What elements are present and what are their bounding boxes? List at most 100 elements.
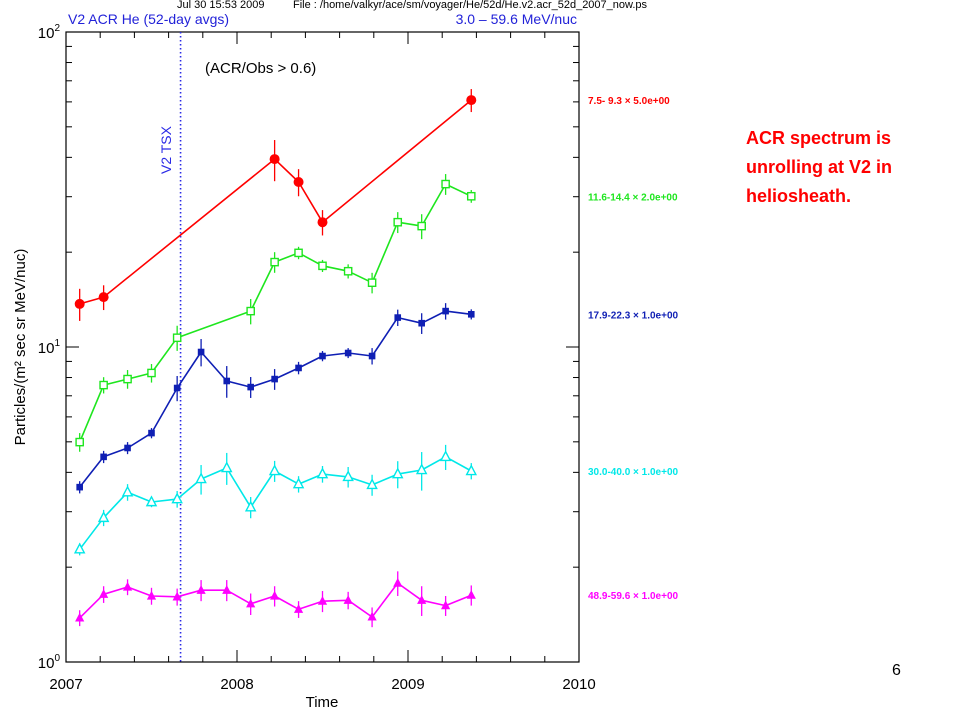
x-tick-label: 2009 — [391, 676, 424, 693]
data-point — [123, 374, 132, 384]
data-point — [196, 585, 206, 594]
chart-annotation: (ACR/Obs > 0.6) — [205, 60, 316, 77]
data-point — [319, 352, 326, 360]
plot-frame — [65, 31, 580, 663]
data-point — [366, 478, 378, 490]
legend-entry: 17.9-22.3 × 1.0e+00 — [588, 310, 679, 321]
y-axis-label: Particles/(m² sec sr MeV/nuc) — [12, 249, 29, 446]
data-point — [466, 589, 476, 599]
y-tick-base: 10 — [38, 340, 55, 357]
y-tick-base: 10 — [38, 655, 55, 672]
y-tick-exponent: 0 — [54, 653, 60, 664]
data-point — [418, 319, 425, 327]
vline-label: V2 TSX — [158, 125, 174, 174]
data-point — [317, 217, 328, 228]
data-point — [75, 437, 84, 447]
data-point — [343, 266, 353, 276]
data-point — [417, 595, 427, 604]
data-point — [73, 542, 86, 554]
data-point — [223, 377, 231, 385]
series-line — [79, 310, 472, 488]
data-point — [343, 595, 353, 604]
data-point — [294, 248, 303, 258]
y-tick-label: 102 — [38, 23, 61, 42]
x-tick-label: 2008 — [220, 676, 253, 693]
data-point — [442, 307, 449, 315]
data-point — [394, 314, 402, 321]
data-point — [268, 464, 281, 476]
data-point — [171, 492, 183, 504]
y-tick-exponent: 1 — [54, 338, 60, 349]
annotation-line: heliosheath. — [746, 186, 852, 206]
data-point — [393, 217, 403, 227]
series-line — [78, 183, 472, 443]
data-point — [220, 461, 233, 473]
data-point — [466, 191, 476, 201]
data-point — [99, 380, 108, 390]
data-point — [222, 585, 232, 594]
legend-entry: 11.6-14.4 × 2.0e+00 — [588, 192, 678, 203]
annotation-line: ACR spectrum is — [746, 128, 892, 148]
data-point — [269, 154, 280, 165]
data-point — [146, 590, 157, 600]
legend: 7.5- 9.3 × 5.0e+00 11.6-14.4 × 2.0e+00 17.… — [588, 96, 679, 602]
series-line — [79, 582, 472, 619]
data-point — [317, 595, 328, 605]
data-point — [98, 292, 109, 303]
data-point — [195, 472, 207, 484]
data-point — [121, 485, 134, 497]
data-point — [75, 612, 85, 622]
data-point — [172, 591, 182, 601]
data-point — [97, 511, 110, 523]
legend-entry: 48.9-59.6 × 1.0e+00 — [588, 591, 679, 602]
data-point — [145, 495, 158, 507]
chart-subtitle: 3.0 – 59.6 MeV/nuc — [456, 11, 577, 27]
y-tick-base: 10 — [38, 25, 55, 42]
y-tick-exponent: 2 — [54, 23, 60, 34]
x-axis-label: Time — [306, 694, 339, 711]
page-number: 6 — [892, 662, 901, 679]
series-layer — [73, 89, 478, 628]
data-point — [293, 604, 304, 613]
data-point — [244, 500, 257, 512]
data-point — [172, 333, 182, 343]
x-tick-label: 2007 — [49, 676, 82, 693]
y-tick-label: 101 — [38, 338, 61, 357]
x-tick-label: 2010 — [562, 676, 595, 693]
data-point — [270, 257, 279, 267]
data-point — [292, 477, 305, 489]
data-point — [393, 577, 403, 587]
data-series — [75, 571, 476, 628]
data-point — [124, 444, 131, 452]
data-point — [318, 261, 327, 271]
header-timestamp: Jul 30 15:53 2009 — [177, 0, 264, 11]
data-point — [441, 179, 450, 189]
data-point — [246, 598, 256, 608]
data-point — [441, 600, 451, 610]
data-point — [367, 611, 377, 621]
data-point — [197, 348, 205, 356]
data-point — [246, 306, 255, 316]
series-line — [79, 99, 472, 305]
data-point — [147, 368, 156, 378]
data-point — [417, 221, 426, 231]
y-tick-label: 100 — [38, 653, 61, 672]
data-point — [148, 429, 155, 437]
chart-title: V2 ACR He (52-day avgs) — [68, 11, 229, 27]
data-series — [73, 444, 478, 556]
data-point — [391, 467, 404, 479]
data-point — [122, 581, 133, 591]
data-point — [99, 589, 109, 598]
data-point — [344, 349, 352, 357]
slide-annotation: ACR spectrum is unrolling at V2 in helio… — [746, 124, 892, 211]
data-point — [467, 311, 475, 318]
data-point — [465, 464, 478, 476]
data-series — [75, 174, 476, 452]
annotation-line: unrolling at V2 in — [746, 157, 893, 177]
header-file-path: File : /home/valkyr/ace/sm/voyager/He/52… — [293, 0, 648, 11]
data-point — [415, 463, 428, 475]
data-point — [367, 278, 377, 288]
data-point — [316, 467, 329, 479]
